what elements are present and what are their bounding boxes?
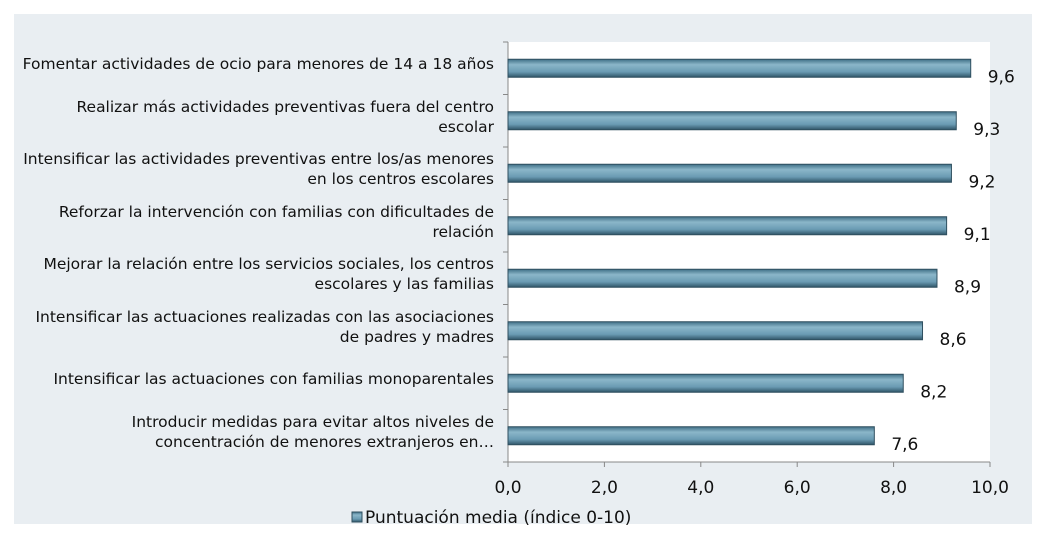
bar	[507, 163, 952, 183]
category-label: Intensificar las actividades preventivas…	[23, 150, 494, 189]
x-tick-label: 4,0	[687, 478, 714, 498]
x-tick-label: 2,0	[591, 478, 618, 498]
category-label: Reforzar la intervención con familias co…	[58, 202, 494, 241]
bar	[507, 426, 875, 446]
bar	[507, 268, 938, 288]
category-label: Realizar más actividades preventivas fue…	[76, 97, 494, 136]
bar	[507, 321, 924, 341]
bar	[507, 216, 948, 236]
value-label: 8,6	[940, 330, 967, 350]
x-tick-label: 6,0	[784, 478, 811, 498]
plot-area	[508, 42, 990, 462]
bar	[507, 111, 957, 131]
category-label: Introducir medidas para evitar altos niv…	[131, 412, 494, 451]
category-label: Mejorar la relación entre los servicios …	[43, 255, 494, 294]
value-label: 9,3	[973, 120, 1000, 140]
value-label: 9,2	[968, 172, 995, 192]
x-tick-label: 10,0	[971, 478, 1009, 498]
legend-label: Puntuación media (índice 0-10)	[365, 508, 631, 528]
x-tick-label: 8,0	[880, 478, 907, 498]
value-label: 8,2	[920, 382, 947, 402]
category-label: Intensificar las actuaciones realizadas …	[35, 307, 494, 346]
bar	[507, 58, 972, 78]
category-label: Fomentar actividades de ocio para menore…	[22, 55, 494, 74]
x-tick-label: 0,0	[494, 478, 521, 498]
bar	[507, 373, 904, 393]
value-label: 9,6	[988, 67, 1015, 87]
value-label: 9,1	[964, 225, 991, 245]
value-label: 8,9	[954, 277, 981, 297]
value-label: 7,6	[891, 435, 918, 455]
legend-swatch	[351, 511, 363, 523]
category-label: Intensificar las actuaciones con familia…	[53, 370, 494, 389]
